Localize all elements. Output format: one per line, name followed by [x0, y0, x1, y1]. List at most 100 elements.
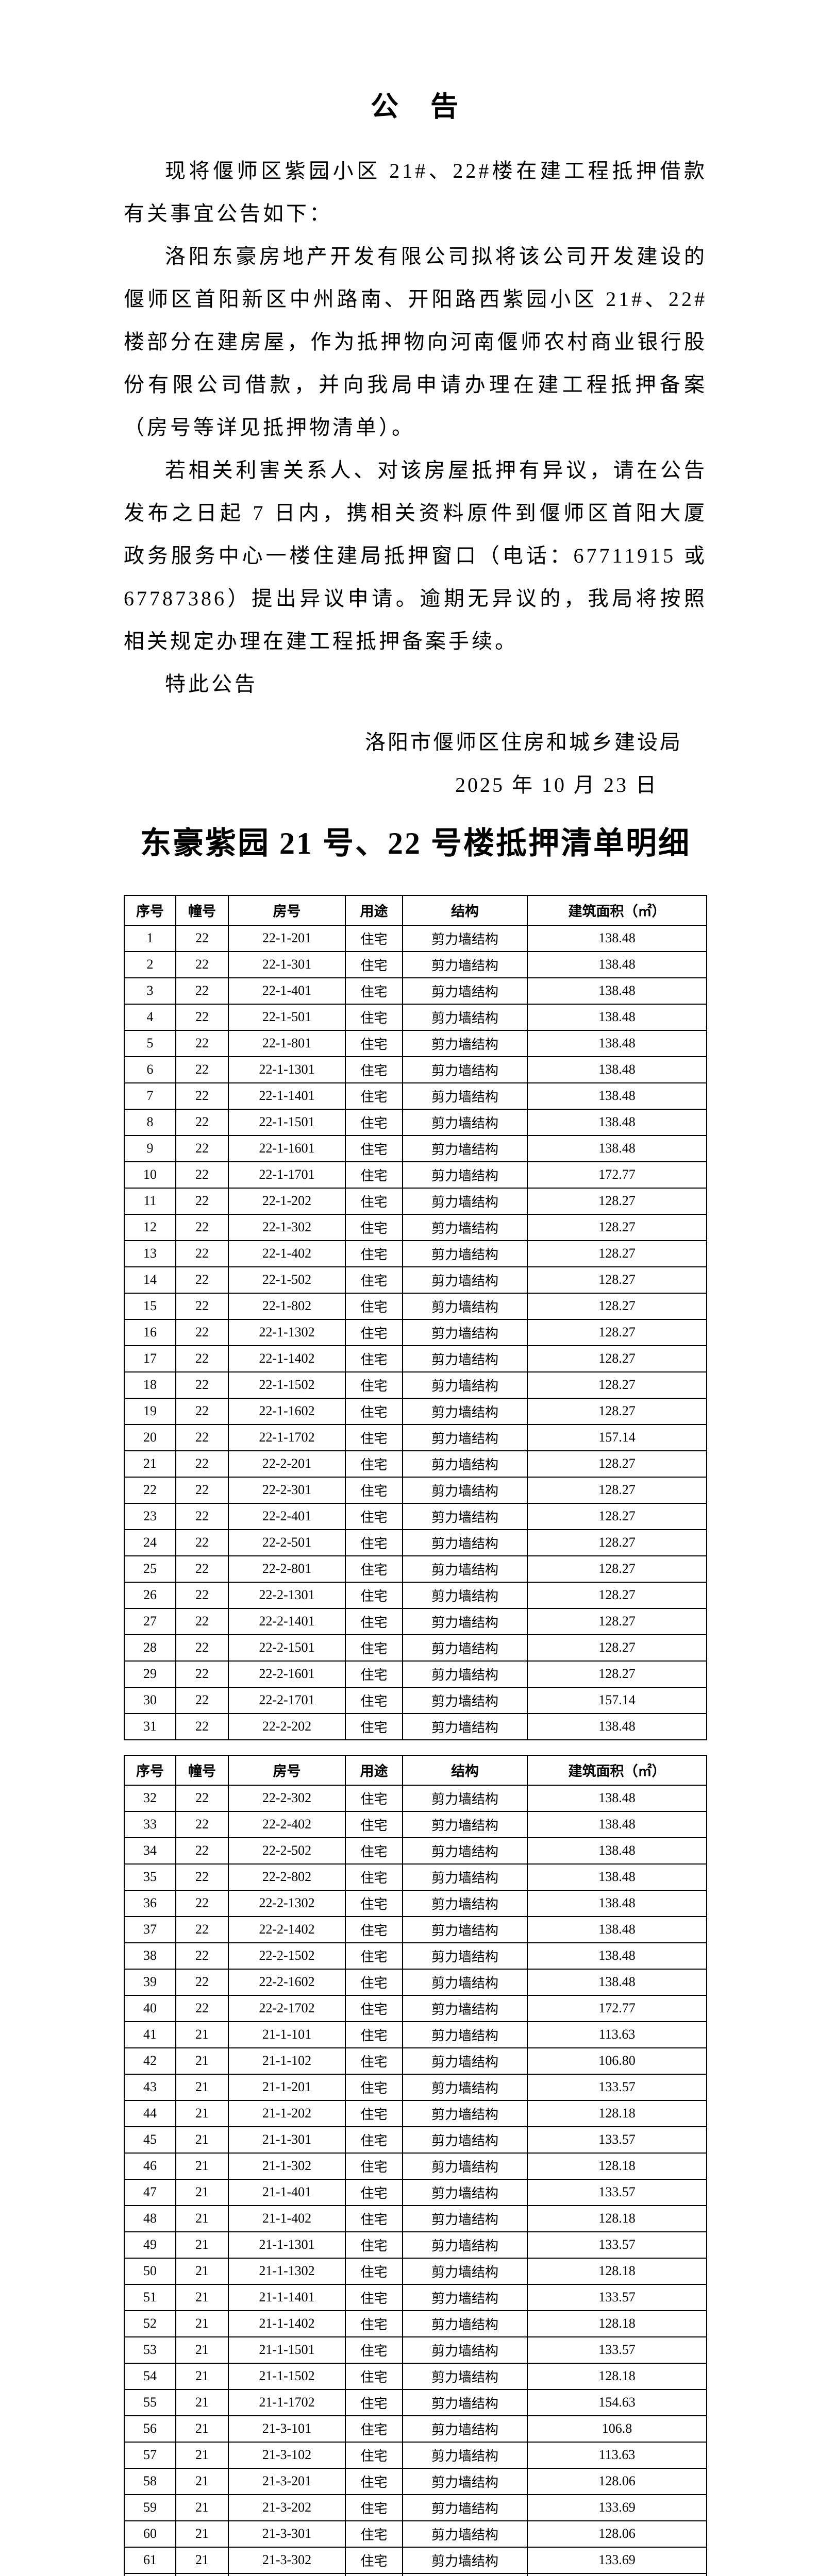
table-cell: 22 [175, 951, 229, 978]
table-cell: 22-1-802 [228, 1292, 346, 1320]
table-row: 60 21 21-3-301 住宅 剪力墙结构 128.06 [124, 2520, 707, 2548]
table-row: 49 21 21-1-1301 住宅 剪力墙结构 133.57 [124, 2231, 707, 2259]
table-header-cell: 序号 [124, 894, 176, 926]
table-cell: 22 [175, 1266, 229, 1294]
table-cell: 住宅 [345, 1345, 403, 1372]
table-cell: 剪力墙结构 [402, 2205, 528, 2232]
table-cell: 128.18 [527, 2310, 707, 2337]
table-cell: 22 [175, 1450, 229, 1478]
table-cell: 44 [124, 2099, 176, 2127]
table-cell: 19 [124, 1397, 176, 1425]
table-cell: 138.48 [527, 1942, 707, 1970]
table-cell: 133.57 [527, 2073, 707, 2101]
table-cell: 住宅 [345, 1450, 403, 1478]
table-cell: 住宅 [345, 1968, 403, 1996]
table-cell: 22-1-202 [228, 1187, 346, 1215]
table-cell: 25 [124, 1555, 176, 1583]
table-cell: 28 [124, 1634, 176, 1662]
table-cell: 22 [175, 1187, 229, 1215]
table-cell: 138.48 [527, 1134, 707, 1162]
table-cell: 住宅 [345, 1555, 403, 1583]
table-row: 14 22 22-1-502 住宅 剪力墙结构 128.27 [124, 1266, 707, 1294]
table-cell: 56 [124, 2415, 176, 2443]
table-cell: 剪力墙结构 [402, 1660, 528, 1688]
table-cell: 1 [124, 924, 176, 952]
table-cell: 58 [124, 2467, 176, 2495]
table-cell: 剪力墙结构 [402, 1889, 528, 1917]
table-cell: 21 [175, 2126, 229, 2154]
table-row: 34 22 22-2-502 住宅 剪力墙结构 138.48 [124, 1837, 707, 1865]
table-row: 29 22 22-2-1601 住宅 剪力墙结构 128.27 [124, 1660, 707, 1688]
table-cell: 22 [175, 1581, 229, 1609]
table-cell: 53 [124, 2336, 176, 2364]
table-cell: 剪力墙结构 [402, 1003, 528, 1031]
table-cell: 21 [175, 2362, 229, 2390]
table-cell: 住宅 [345, 2047, 403, 2075]
table-cell: 住宅 [345, 1003, 403, 1031]
table-row: 55 21 21-1-1702 住宅 剪力墙结构 154.63 [124, 2388, 707, 2416]
table-cell: 21-1-1501 [228, 2336, 346, 2364]
table-row: 32 22 22-2-302 住宅 剪力墙结构 138.48 [124, 1784, 707, 1812]
table-cell: 住宅 [345, 1108, 403, 1136]
table-cell: 128.27 [527, 1345, 707, 1372]
table-cell: 128.06 [527, 2572, 707, 2576]
mortgage-list-title: 东豪紫园 21 号、22 号楼抵押清单明细 [140, 826, 691, 860]
table-cell: 住宅 [345, 1634, 403, 1662]
table-cell: 剪力墙结构 [402, 1529, 528, 1556]
table-cell: 住宅 [345, 2205, 403, 2232]
table-cell: 住宅 [345, 977, 403, 1005]
table-cell: 住宅 [345, 1318, 403, 1346]
table-cell: 21-1-1401 [228, 2283, 346, 2311]
table-cell: 21 [175, 2283, 229, 2311]
table-cell: 剪力墙结构 [402, 1607, 528, 1635]
table-cell: 21 [175, 2310, 229, 2337]
table-cell: 剪力墙结构 [402, 1266, 528, 1294]
table-cell: 21-1-101 [228, 2021, 346, 2048]
table-header-cell: 幢号 [175, 894, 229, 926]
table-row: 25 22 22-2-801 住宅 剪力墙结构 128.27 [124, 1555, 707, 1583]
issuing-agency: 洛阳市偃师区住房和城乡建设局 [365, 730, 682, 754]
table-cell: 21-3-401 [228, 2572, 346, 2576]
table-cell: 住宅 [345, 1082, 403, 1110]
table-cell: 60 [124, 2520, 176, 2548]
notice-paragraph: 特此公告 [165, 672, 258, 696]
table-cell: 住宅 [345, 1161, 403, 1189]
table-cell: 剪力墙结构 [402, 1634, 528, 1662]
table-row: 27 22 22-2-1401 住宅 剪力墙结构 128.27 [124, 1607, 707, 1635]
table-cell: 22 [175, 1056, 229, 1083]
table-row: 33 22 22-2-402 住宅 剪力墙结构 138.48 [124, 1810, 707, 1838]
table-cell: 21-3-101 [228, 2415, 346, 2443]
table-cell: 14 [124, 1266, 176, 1294]
table-row: 11 22 22-1-202 住宅 剪力墙结构 128.27 [124, 1187, 707, 1215]
table-cell: 172.77 [527, 1994, 707, 2022]
table-cell: 172.77 [527, 1161, 707, 1189]
table-header-cell: 用途 [345, 894, 403, 926]
table-cell: 22-1-1402 [228, 1345, 346, 1372]
table-row: 19 22 22-1-1602 住宅 剪力墙结构 128.27 [124, 1397, 707, 1425]
table-cell: 22 [175, 1889, 229, 1917]
table-cell: 21 [175, 2467, 229, 2495]
table-header-cell: 幢号 [175, 1754, 229, 1786]
table-cell: 22-1-1302 [228, 1318, 346, 1346]
table-cell: 剪力墙结构 [402, 2546, 528, 2574]
table-cell: 138.48 [527, 1003, 707, 1031]
table-header-cell: 结构 [402, 1754, 528, 1786]
table-cell: 47 [124, 2178, 176, 2206]
table-cell: 138.48 [527, 1784, 707, 1812]
table-cell: 住宅 [345, 1266, 403, 1294]
table-cell: 21-1-1301 [228, 2231, 346, 2259]
table-cell: 住宅 [345, 924, 403, 952]
table-cell: 21-1-402 [228, 2205, 346, 2232]
table-cell: 3 [124, 977, 176, 1005]
table-cell: 住宅 [345, 2362, 403, 2390]
table-cell: 22-2-1702 [228, 1994, 346, 2022]
table-cell: 住宅 [345, 951, 403, 978]
table-cell: 剪力墙结构 [402, 1450, 528, 1478]
table-cell: 52 [124, 2310, 176, 2337]
table-cell: 剪力墙结构 [402, 924, 528, 952]
table-row: 12 22 22-1-302 住宅 剪力墙结构 128.27 [124, 1213, 707, 1241]
table-cell: 21-1-301 [228, 2126, 346, 2154]
table-cell: 128.27 [527, 1581, 707, 1609]
table-row: 17 22 22-1-1402 住宅 剪力墙结构 128.27 [124, 1345, 707, 1372]
